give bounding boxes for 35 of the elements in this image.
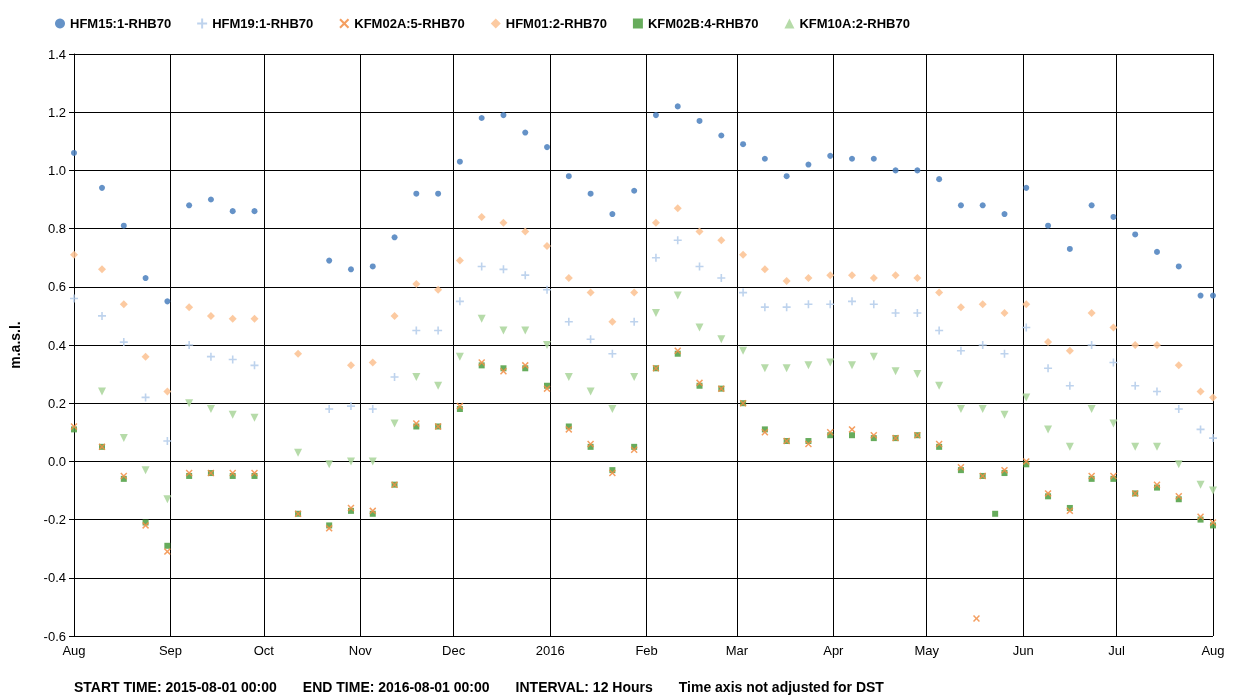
y-tick-label: 1.2 [47, 104, 66, 120]
x-tick-label: Dec [442, 643, 466, 658]
legend-label: KFM02A:5-RHB70 [354, 16, 465, 31]
y-tick-label: -0.4 [43, 570, 66, 586]
y-tick-label: 0.8 [47, 221, 66, 237]
x-tick-label: Feb [635, 643, 658, 658]
x-tick-label: Sep [158, 643, 183, 658]
legend-label: KFM10A:2-RHB70 [799, 16, 910, 31]
y-tick-label: 0.2 [47, 395, 66, 411]
x-tick-label: Aug [1201, 643, 1225, 658]
x-tick-label: Apr [823, 643, 845, 658]
legend-label: HFM19:1-RHB70 [212, 16, 314, 31]
legend-label: HFM01:2-RHB70 [505, 16, 607, 31]
y-axis-title: m.a.s.l. [7, 321, 23, 369]
y-tick-label: 0.6 [47, 279, 66, 295]
x-tick-label: Mar [725, 643, 749, 658]
legend-label: KFM02B:4-RHB70 [647, 16, 759, 31]
text: START TIME: 2015-08-01 00:00 [74, 679, 277, 695]
legend-label: HFM15:1-RHB70 [70, 16, 172, 31]
y-tick-label: 0.0 [47, 453, 66, 469]
y-tick-label: 1.0 [47, 162, 66, 178]
x-tick-label: Jul [1108, 643, 1125, 658]
y-tick-label: 0.4 [47, 337, 66, 353]
y-tick-label: -0.6 [43, 628, 66, 644]
x-tick-label: 2016 [535, 643, 565, 658]
x-tick-label: Oct [253, 643, 275, 658]
text: Time axis not adjusted for DST [678, 679, 884, 695]
x-tick-label: Jun [1012, 643, 1034, 658]
x-tick-label: May [914, 643, 940, 658]
text: END TIME: 2016-08-01 00:00 [302, 679, 490, 695]
y-tick-label: -0.2 [43, 512, 66, 528]
y-tick-label: 1.4 [47, 46, 66, 62]
text: INTERVAL: 12 Hours [515, 679, 653, 695]
x-tick-label: Aug [62, 643, 86, 658]
x-tick-label: Nov [348, 643, 373, 658]
